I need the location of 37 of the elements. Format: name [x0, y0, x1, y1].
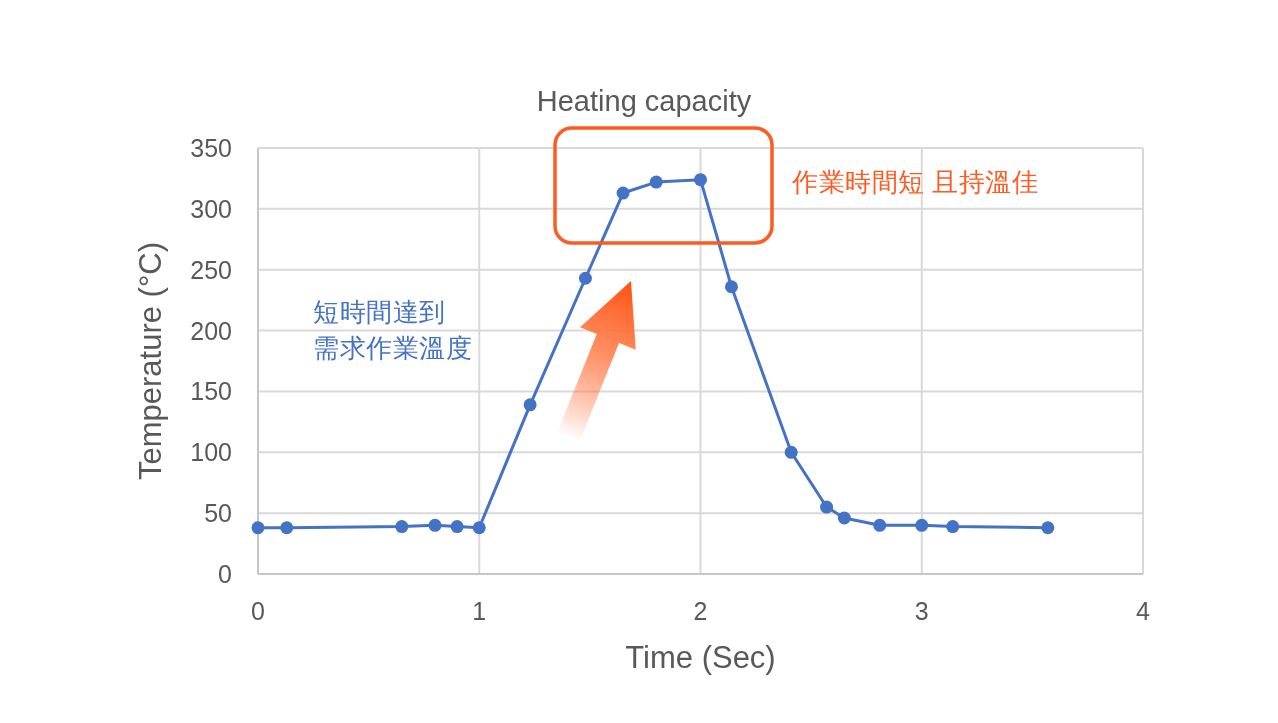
y-tick-label: 0 [218, 560, 232, 588]
point [472, 521, 486, 535]
point [694, 173, 707, 187]
point [616, 186, 630, 200]
point [428, 518, 442, 532]
point [649, 175, 663, 189]
point [1041, 521, 1055, 535]
y-tick-label: 150 [190, 377, 232, 406]
ylabel: Temperature (°C) [133, 241, 168, 481]
point [251, 521, 265, 535]
xlabel: Time (Sec) [625, 640, 776, 675]
annotation: 作業時間短 且持溫佳 [792, 167, 1039, 197]
point [873, 518, 887, 532]
title: Heating capacity [536, 85, 752, 117]
point [820, 500, 834, 514]
point [280, 521, 294, 535]
point [724, 280, 738, 294]
point [946, 520, 960, 534]
x-tick-label: 0 [251, 597, 265, 625]
y-tick-label: 100 [190, 438, 232, 467]
y-tick-label: 300 [190, 194, 232, 223]
annotation: 短時間達到需求作業溫度 [313, 298, 472, 362]
point [578, 271, 592, 285]
point [523, 398, 537, 412]
x-tick-label: 4 [1136, 597, 1151, 625]
point [395, 520, 409, 534]
point [450, 520, 464, 534]
y-tick-label: 250 [190, 255, 232, 284]
point [784, 445, 798, 459]
x-tick-label: 1 [472, 597, 487, 625]
x-tick-label: 2 [693, 597, 708, 625]
x-tick-label: 3 [914, 597, 929, 625]
y-tick-label: 50 [204, 499, 232, 528]
y-tick-label: 200 [190, 316, 232, 345]
y-tick-label: 350 [190, 134, 232, 162]
point [915, 518, 929, 532]
point [837, 511, 851, 525]
